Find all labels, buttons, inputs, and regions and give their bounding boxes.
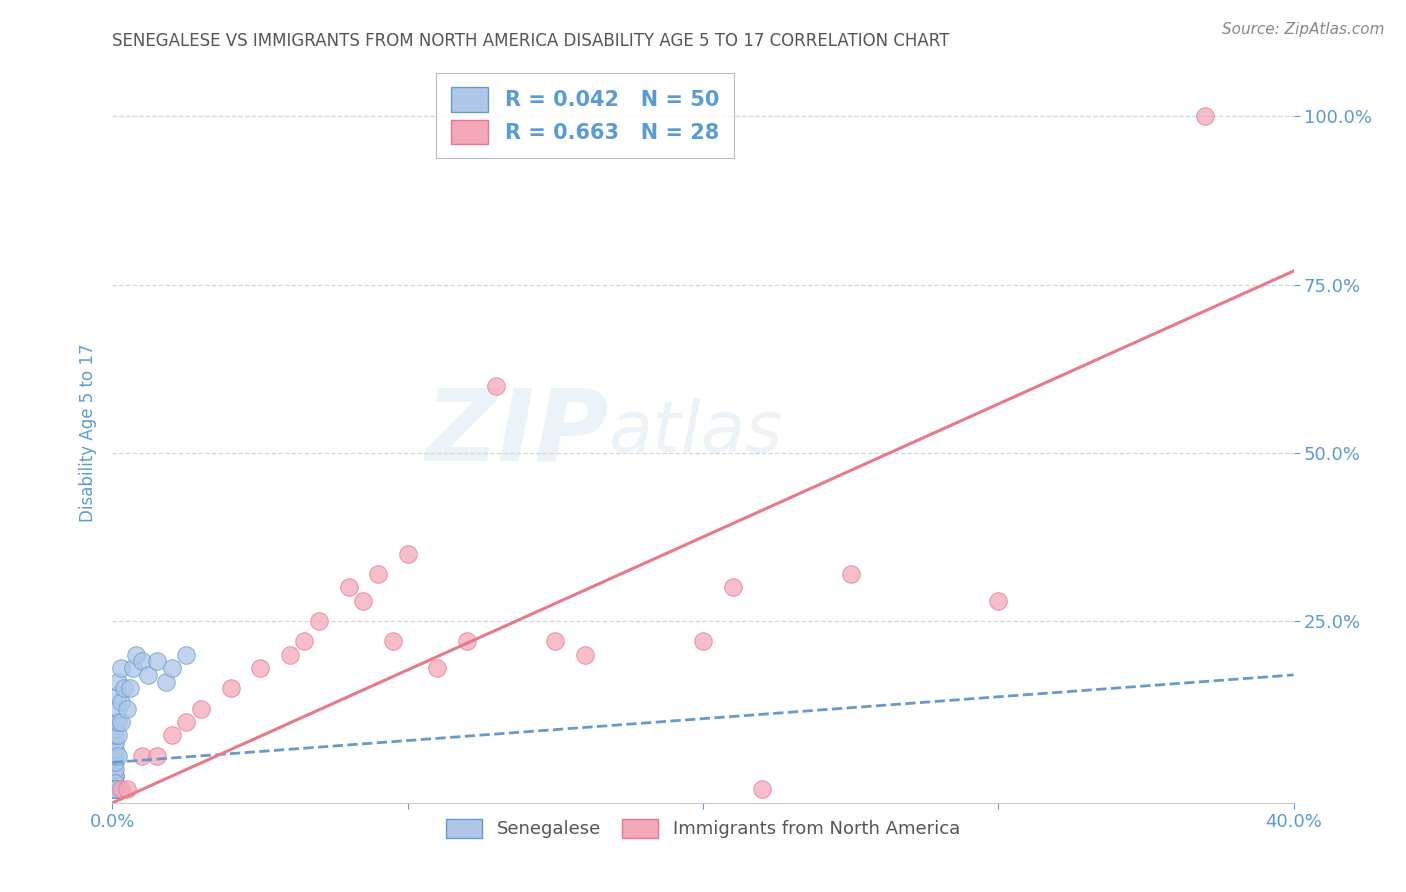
Point [485,378,508,392]
Point [352,594,374,608]
Point [574,648,596,662]
Point [146,748,169,763]
Point [104,722,127,736]
Point [104,782,127,797]
Point [104,735,127,749]
Point [426,661,449,675]
Text: Source: ZipAtlas.com: Source: ZipAtlas.com [1222,22,1385,37]
Point [104,714,127,729]
Point [104,782,127,797]
Point [839,566,862,581]
Point [456,634,478,648]
Point [190,701,212,715]
Point [131,748,153,763]
Point [104,782,127,797]
Point [104,748,127,763]
Point [104,782,127,797]
Point [104,782,127,797]
Point [104,756,127,770]
Text: ZIP: ZIP [426,384,609,481]
Point [146,655,169,669]
Point [107,748,129,763]
Point [104,782,127,797]
Point [104,782,127,797]
Point [160,661,183,675]
Point [721,581,744,595]
Point [107,674,129,689]
Point [104,782,127,797]
Point [104,782,127,797]
Point [104,782,127,797]
Point [104,769,127,783]
Point [110,714,132,729]
Point [219,681,242,696]
Point [107,688,129,702]
Point [278,648,301,662]
Point [174,714,197,729]
Point [308,614,330,628]
Text: atlas: atlas [609,398,783,467]
Point [249,661,271,675]
Point [104,742,127,756]
Point [104,782,127,797]
Point [987,594,1010,608]
Point [136,668,159,682]
Point [120,681,142,696]
Point [396,547,419,561]
Point [155,674,177,689]
Point [117,701,138,715]
Point [160,729,183,743]
Point [337,581,360,595]
Point [104,729,127,743]
Point [104,782,127,797]
Point [382,634,405,648]
Point [122,661,145,675]
Point [367,566,389,581]
Point [117,782,138,797]
Point [174,648,197,662]
Point [104,762,127,776]
Point [110,661,132,675]
Point [692,634,714,648]
Point [107,714,129,729]
Point [104,782,127,797]
Point [110,782,132,797]
Point [107,701,129,715]
Point [104,782,127,797]
Point [104,782,127,797]
Point [751,782,773,797]
Point [1194,109,1216,123]
Point [112,681,135,696]
Point [104,769,127,783]
Point [104,782,127,797]
Point [104,775,127,789]
Text: SENEGALESE VS IMMIGRANTS FROM NORTH AMERICA DISABILITY AGE 5 TO 17 CORRELATION C: SENEGALESE VS IMMIGRANTS FROM NORTH AMER… [112,32,950,50]
Point [107,729,129,743]
Legend: Senegalese, Immigrants from North America: Senegalese, Immigrants from North Americ… [439,812,967,846]
Point [104,782,127,797]
Point [110,695,132,709]
Point [544,634,567,648]
Point [104,782,127,797]
Point [104,782,127,797]
Point [125,648,148,662]
Point [292,634,315,648]
Point [131,655,153,669]
Y-axis label: Disability Age 5 to 17: Disability Age 5 to 17 [79,343,97,522]
